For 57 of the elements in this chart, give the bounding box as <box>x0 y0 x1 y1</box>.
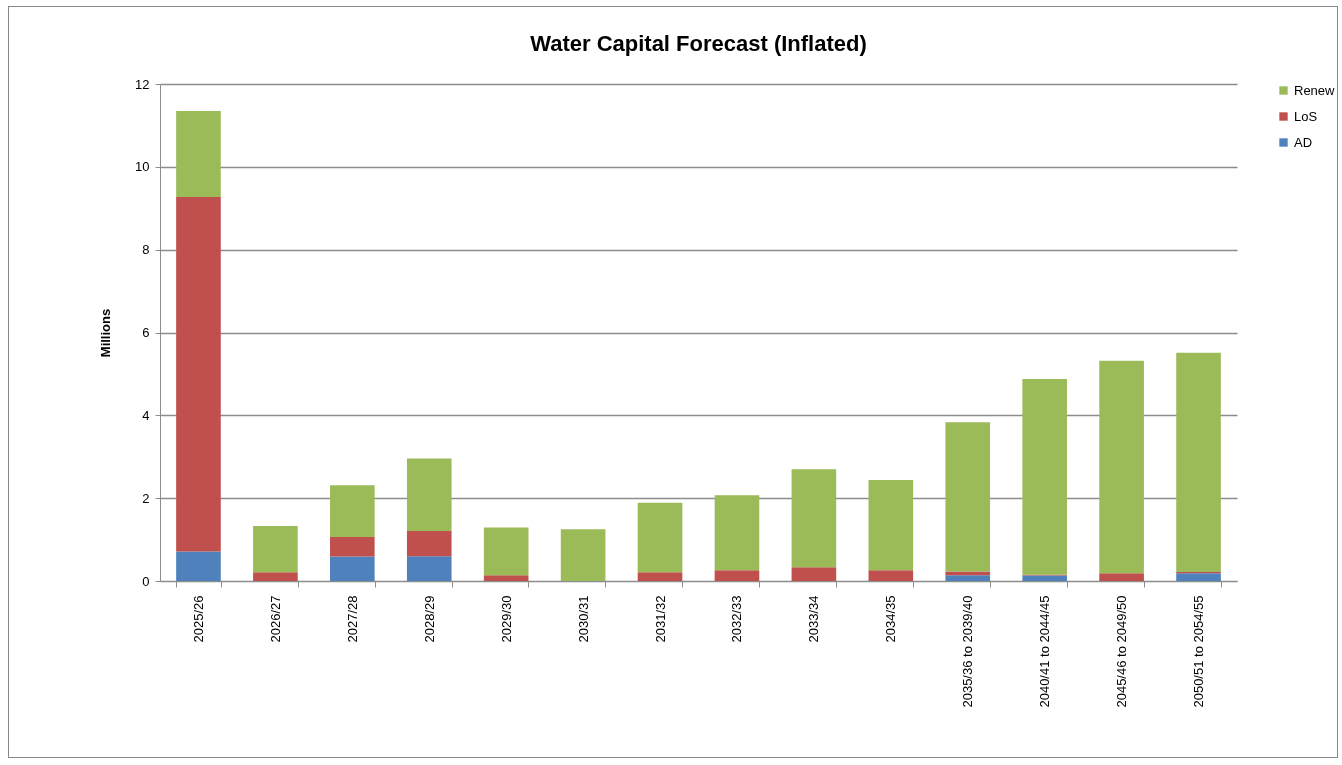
bar <box>714 570 760 581</box>
bar <box>791 567 837 581</box>
bar <box>483 575 529 581</box>
bar <box>945 571 991 576</box>
bar <box>330 485 375 538</box>
bar <box>1176 352 1221 572</box>
x-tick-label: 2034/35 <box>883 595 899 643</box>
y-tick-label: 6 <box>142 325 150 340</box>
bar <box>791 469 837 568</box>
y-tick-label: 12 <box>135 76 150 92</box>
x-tick-label: 2027/28 <box>344 595 360 643</box>
bar <box>330 537 375 557</box>
x-tick-label: 2032/33 <box>729 595 745 643</box>
bar <box>176 197 221 552</box>
bar <box>253 525 298 573</box>
bar <box>253 572 298 581</box>
y-tick-label: 2 <box>142 490 150 506</box>
x-tick-label: 2028/29 <box>421 595 437 643</box>
x-tick-label: 2050/51 to 2054/55 <box>1191 595 1207 708</box>
bar <box>868 570 914 581</box>
chart-title: Water Capital Forecast (Inflated) <box>530 31 867 56</box>
bar <box>1176 573 1221 581</box>
bar <box>1022 378 1067 575</box>
bar <box>637 502 683 573</box>
legend-label: Renew <box>1294 82 1336 98</box>
x-tick-label: 2045/46 to 2049/50 <box>1114 595 1130 708</box>
bar <box>945 422 991 572</box>
x-tick-label: 2030/31 <box>575 595 591 643</box>
x-tick-label: 2029/30 <box>498 595 514 643</box>
bar <box>560 529 606 581</box>
x-tick-label: 2033/34 <box>806 595 822 643</box>
x-tick-label: 2026/27 <box>267 595 283 643</box>
bar <box>945 575 991 581</box>
x-tick-label: 2025/26 <box>190 595 206 643</box>
bar <box>406 556 452 581</box>
bar <box>868 479 914 571</box>
legend-label: AD <box>1294 134 1313 150</box>
y-axis-title: Millions <box>98 308 114 358</box>
bar <box>1022 575 1067 581</box>
bar <box>483 527 529 576</box>
bar <box>714 495 760 571</box>
bar <box>330 556 375 581</box>
y-tick-label: 4 <box>142 407 150 423</box>
bar <box>1099 573 1144 581</box>
y-tick-label: 0 <box>142 573 150 589</box>
y-tick-label: 8 <box>142 242 150 258</box>
x-tick-label: 2040/41 to 2044/45 <box>1037 595 1053 708</box>
x-tick-label: 2035/36 to 2039/40 <box>960 595 976 708</box>
x-tick-label: 2031/32 <box>652 595 668 643</box>
bar <box>176 551 221 581</box>
legend-label: LoS <box>1294 108 1318 124</box>
bar <box>637 572 683 581</box>
bar <box>176 110 221 198</box>
bar <box>406 458 452 531</box>
y-tick-label: 10 <box>135 159 150 175</box>
bar <box>1099 360 1144 574</box>
bar <box>406 530 452 557</box>
